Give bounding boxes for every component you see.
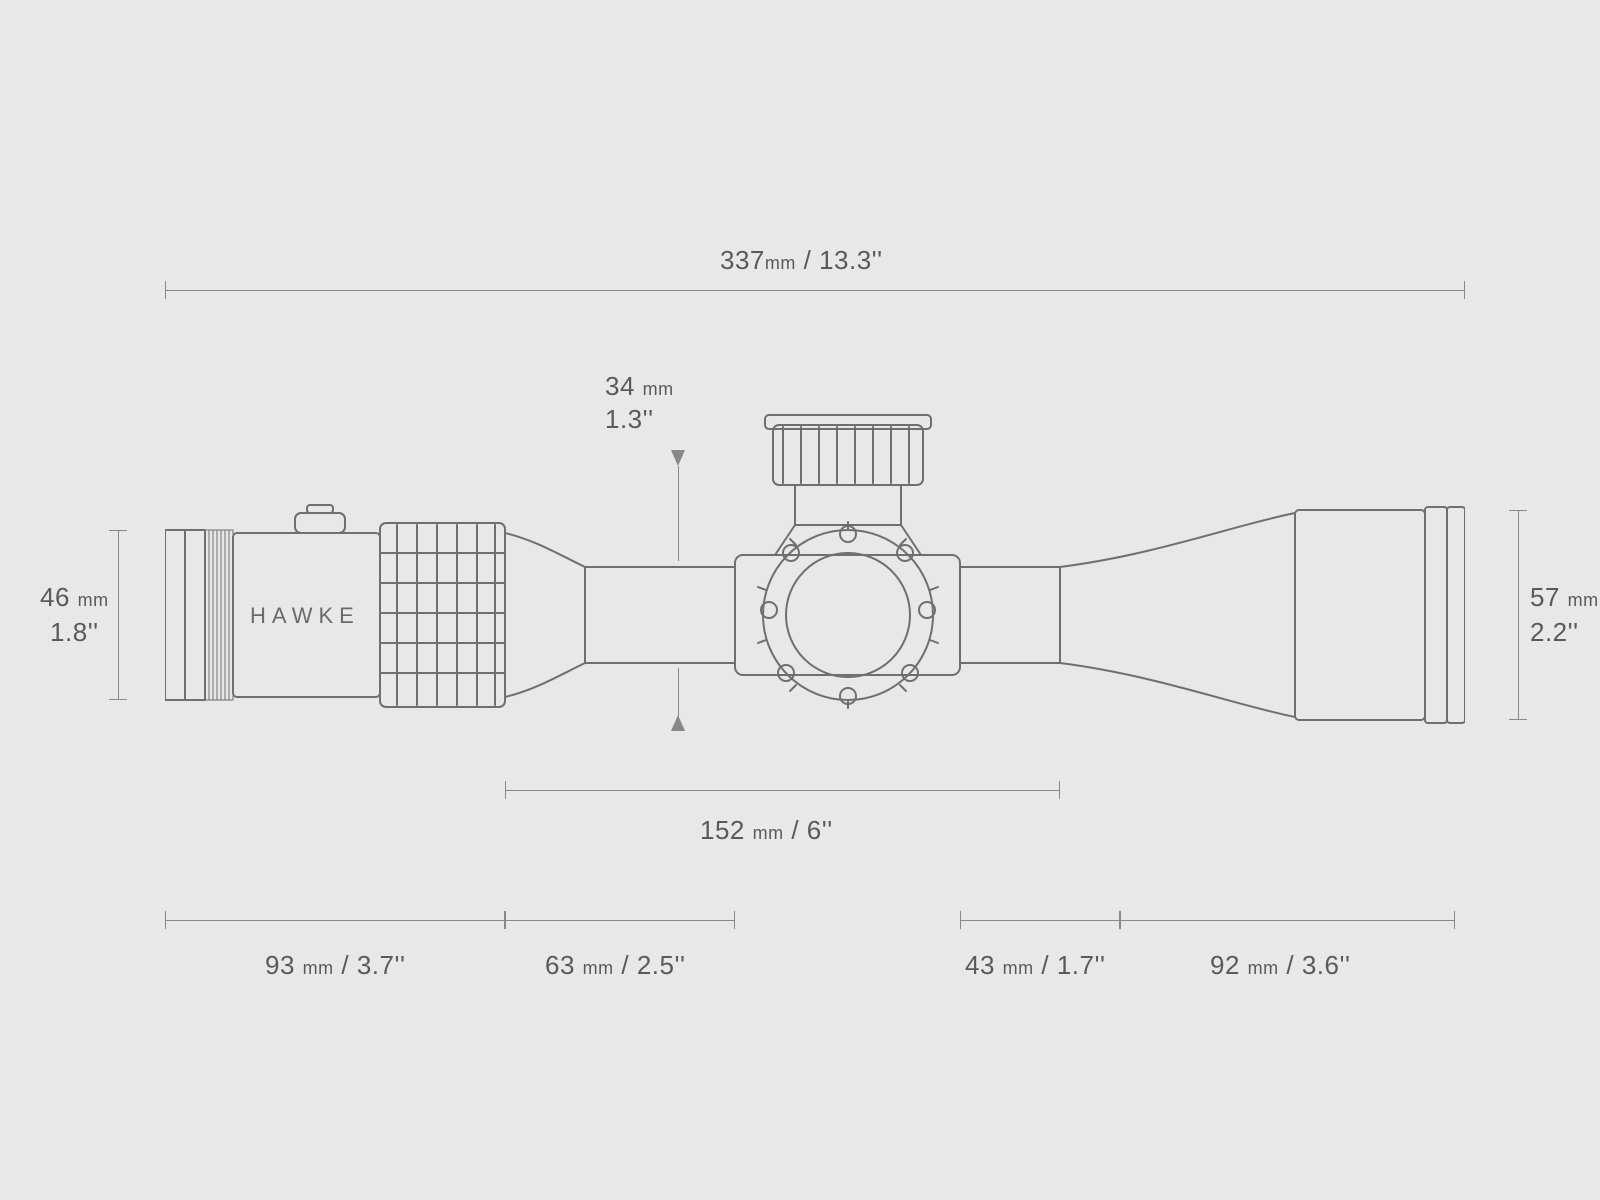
dim-label-seg-b: 63 mm / 2.5'' xyxy=(545,950,685,981)
seg-b-in: 2.5 xyxy=(637,950,675,980)
dim-mount-mm: 152 xyxy=(700,815,745,845)
arrow-tube-top xyxy=(671,450,685,466)
dim-label-overall: 337mm / 13.3'' xyxy=(720,245,883,276)
seg-b-mm: 63 xyxy=(545,950,575,980)
dim-label-obj-h: 57 mm 2.2'' xyxy=(1530,580,1599,650)
dim-line-overall xyxy=(165,290,1465,291)
arrow-tube-bottom xyxy=(671,715,685,731)
dim-label-seg-a: 93 mm / 3.7'' xyxy=(265,950,405,981)
dim-tube-mm: 34 xyxy=(605,371,635,401)
dim-line-seg-c xyxy=(960,920,1120,921)
seg-c-mm: 43 xyxy=(965,950,995,980)
dim-obj-in: 2.2 xyxy=(1530,617,1568,647)
dim-label-mount: 152 mm / 6'' xyxy=(700,815,833,846)
dim-tube-in: 1.3 xyxy=(605,404,643,434)
seg-c-in: 1.7 xyxy=(1057,950,1095,980)
dim-eye-mm: 46 xyxy=(40,582,70,612)
seg-a-mm: 93 xyxy=(265,950,295,980)
dim-line-seg-d xyxy=(1120,920,1455,921)
dim-line-seg-a xyxy=(165,920,505,921)
brand-label: HAWKE xyxy=(250,603,360,629)
dim-overall-mm: 337 xyxy=(720,245,765,275)
dim-obj-mm: 57 xyxy=(1530,582,1560,612)
dim-overall-in: 13.3 xyxy=(819,245,872,275)
dim-line-eye-h xyxy=(118,530,119,700)
seg-d-in: 3.6 xyxy=(1302,950,1340,980)
dim-line-seg-b xyxy=(505,920,735,921)
scope-outline xyxy=(165,355,1465,835)
dim-mount-in: 6 xyxy=(807,815,822,845)
dim-label-tube: 34 mm 1.3'' xyxy=(605,370,674,435)
diagram-stage: HAWKE 337mm / 13.3'' 34 mm 1.3'' 46 mm 1… xyxy=(0,0,1600,1200)
dim-eye-in: 1.8 xyxy=(50,617,88,647)
dim-line-obj-h xyxy=(1518,510,1519,720)
seg-a-in: 3.7 xyxy=(357,950,395,980)
dim-label-eye-h: 46 mm 1.8'' xyxy=(40,580,109,650)
dim-tube-stem-bottom xyxy=(678,668,679,716)
dim-line-mount xyxy=(505,790,1060,791)
dim-tube-stem-top xyxy=(678,466,679,561)
dim-label-seg-c: 43 mm / 1.7'' xyxy=(965,950,1105,981)
seg-d-mm: 92 xyxy=(1210,950,1240,980)
dim-label-seg-d: 92 mm / 3.6'' xyxy=(1210,950,1350,981)
